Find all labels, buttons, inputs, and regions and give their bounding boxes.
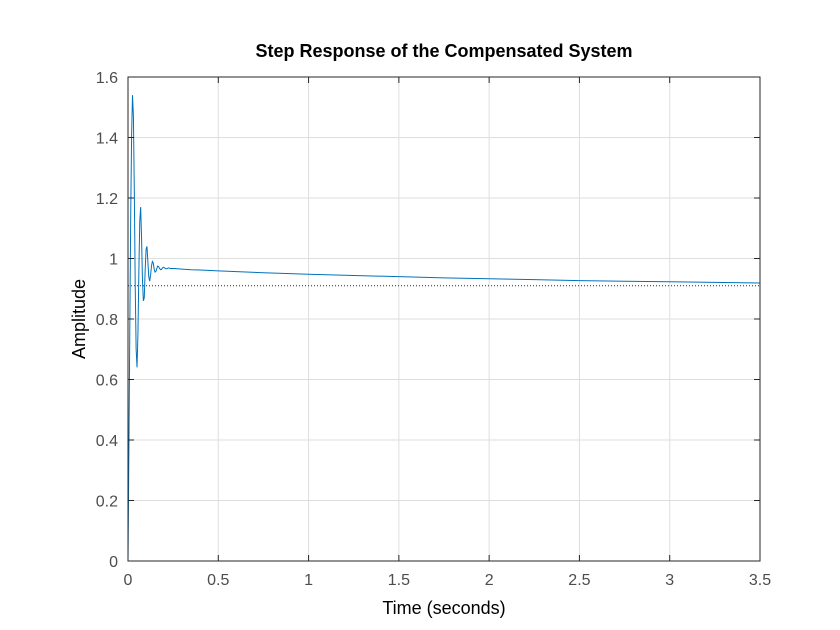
x-axis-label: Time (seconds)	[382, 598, 505, 618]
series-line	[127, 95, 761, 562]
y-tick-label: 1	[109, 252, 118, 269]
x-tick-labels: 0 0.5 1 1.5 2 2.5 3 3.5	[124, 572, 772, 589]
x-tick-label: 2	[485, 572, 494, 589]
y-tick-label: 1.4	[96, 131, 118, 148]
y-tick-label: 0.4	[96, 433, 118, 450]
y-tick-label: 0.6	[96, 373, 118, 390]
y-tick-label: 1.2	[96, 191, 118, 208]
x-tick-label: 0	[124, 572, 133, 589]
y-tick-label: 1.6	[96, 70, 118, 87]
x-tick-label: 1.5	[388, 572, 410, 589]
x-tick-label: 2.5	[568, 572, 590, 589]
x-tick-label: 1	[304, 572, 313, 589]
x-tick-label: 3	[665, 572, 674, 589]
x-tick-label: 3.5	[749, 572, 771, 589]
x-axis-ticks	[127, 77, 761, 561]
y-tick-label: 0.8	[96, 312, 118, 329]
y-tick-labels: 0 0.2 0.4 0.6 0.8 1 1.2 1.4 1.6	[96, 70, 118, 571]
y-tick-label: 0.2	[96, 494, 118, 511]
y-axis-ticks	[128, 76, 760, 562]
y-axis-label: Amplitude	[69, 279, 89, 359]
y-tick-label: 0	[109, 554, 118, 571]
chart-title: Step Response of the Compensated System	[255, 41, 632, 61]
x-tick-label: 0.5	[207, 572, 229, 589]
